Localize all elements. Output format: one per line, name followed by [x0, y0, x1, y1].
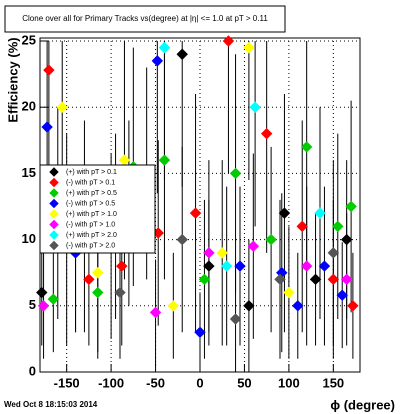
legend-marker — [49, 230, 59, 240]
marker — [203, 247, 215, 259]
marker — [158, 41, 171, 54]
marker — [176, 233, 188, 246]
marker — [176, 48, 188, 60]
x-tick-label: 150 — [322, 375, 344, 390]
marker — [203, 260, 215, 272]
legend-marker — [49, 219, 59, 230]
y-tick-label: 25 — [22, 32, 36, 47]
marker — [345, 200, 357, 213]
marker — [43, 64, 55, 76]
marker — [243, 41, 255, 54]
marker — [116, 260, 128, 272]
legend-label: (-) with pT > 0.1 — [66, 179, 115, 186]
legend-label: (+) with pT > 1.0 — [66, 211, 117, 218]
legend-marker — [49, 209, 59, 219]
marker — [47, 293, 60, 305]
marker — [222, 35, 235, 47]
marker — [300, 141, 313, 153]
legend-label: (+) with pT > 0.5 — [66, 190, 117, 197]
y-axis-label: Efficiency (%) — [5, 37, 20, 122]
marker — [229, 167, 242, 180]
x-axis-label: ϕ (degree) — [330, 397, 395, 412]
x-tick-label: -150 — [54, 375, 80, 390]
marker — [114, 286, 126, 299]
marker — [234, 260, 246, 272]
marker — [318, 260, 331, 272]
marker — [347, 300, 359, 312]
legend-label: (+) with pT > 0.1 — [66, 169, 117, 176]
marker — [278, 207, 291, 219]
marker — [243, 300, 255, 312]
legend-marker — [49, 240, 59, 251]
legend: (+) with pT > 0.1 (-) with pT > 0.1 (+) wi… — [39, 164, 156, 254]
y-tick-label: 15 — [22, 165, 36, 180]
marker — [149, 306, 162, 319]
marker — [274, 273, 286, 286]
marker — [41, 121, 53, 133]
marker — [151, 55, 164, 67]
marker — [189, 207, 202, 219]
x-tick-label: 50 — [237, 375, 251, 390]
legend-label: (-) with pT > 1.0 — [66, 221, 115, 228]
marker — [283, 286, 295, 299]
y-tick-label: 0 — [29, 363, 36, 378]
marker — [296, 220, 308, 233]
legend-marker — [49, 177, 59, 188]
marker — [249, 101, 261, 113]
marker — [216, 247, 228, 259]
marker — [198, 273, 211, 286]
chart-title: Clone over all for Primary Tracks vs(deg… — [22, 14, 268, 23]
y-tick-label: 20 — [22, 99, 36, 114]
marker — [300, 260, 313, 272]
marker — [92, 266, 104, 279]
marker — [56, 101, 68, 113]
marker — [327, 273, 340, 286]
y-tick-label: 10 — [22, 231, 36, 246]
marker — [37, 300, 50, 312]
footer: Wed Oct 8 18:15:03 2014 — [4, 400, 98, 409]
legend-label: (-) with pT > 2.0 — [66, 242, 115, 249]
x-tick-label: 0 — [196, 375, 203, 390]
marker — [158, 154, 171, 166]
marker — [167, 300, 180, 312]
marker — [247, 240, 260, 252]
marker — [194, 326, 206, 338]
marker — [260, 127, 273, 140]
marker — [36, 286, 48, 299]
marker — [92, 286, 104, 299]
marker — [336, 289, 348, 301]
marker — [309, 273, 322, 286]
legend-marker — [49, 188, 59, 198]
x-tick-label: -100 — [98, 375, 124, 390]
x-tick-label: -50 — [146, 375, 165, 390]
y-tick-label: 5 — [29, 297, 36, 312]
marker — [292, 300, 304, 312]
marker — [229, 313, 242, 325]
marker — [220, 260, 233, 272]
marker — [265, 233, 277, 246]
marker — [83, 273, 95, 286]
marker — [340, 273, 353, 286]
legend-label: (-) with pT > 0.5 — [66, 200, 115, 207]
marker — [314, 207, 326, 219]
marker — [327, 247, 340, 259]
legend-label: (+) with pT > 2.0 — [66, 232, 117, 239]
marker — [332, 220, 344, 233]
x-tick-label: 100 — [278, 375, 300, 390]
legend-marker — [49, 198, 59, 209]
marker — [340, 233, 353, 246]
title-box — [4, 5, 286, 33]
legend-marker — [49, 167, 59, 177]
legend-box — [39, 164, 156, 254]
